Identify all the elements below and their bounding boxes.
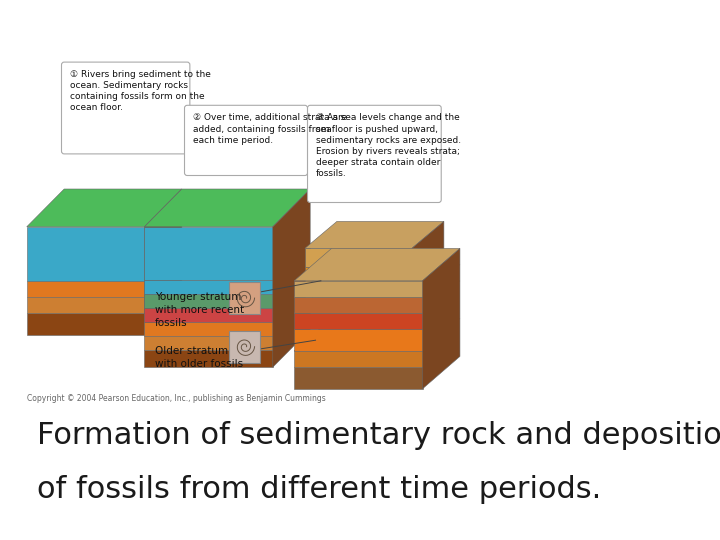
Polygon shape: [294, 313, 423, 329]
Text: ① Rivers bring sediment to the
ocean. Sedimentary rocks
containing fossils form : ① Rivers bring sediment to the ocean. Se…: [70, 70, 210, 112]
Polygon shape: [27, 281, 145, 297]
Polygon shape: [412, 221, 444, 302]
Polygon shape: [27, 313, 145, 335]
Polygon shape: [145, 189, 310, 227]
Polygon shape: [305, 289, 412, 302]
Text: Younger stratum
with more recent
fossils: Younger stratum with more recent fossils: [155, 292, 244, 328]
Polygon shape: [294, 297, 423, 313]
Text: ② Over time, additional strata are
added, containing fossils from
each time peri: ② Over time, additional strata are added…: [192, 113, 346, 145]
Polygon shape: [27, 227, 145, 281]
Polygon shape: [294, 351, 423, 367]
Polygon shape: [305, 267, 412, 289]
Text: ③ As sea levels change and the
seafloor is pushed upward,
sedimentary rocks are : ③ As sea levels change and the seafloor …: [315, 113, 461, 178]
FancyBboxPatch shape: [307, 105, 441, 202]
Polygon shape: [423, 248, 460, 389]
Polygon shape: [294, 367, 423, 389]
FancyBboxPatch shape: [184, 105, 307, 176]
Polygon shape: [145, 227, 273, 280]
Text: Formation of sedimentary rock and deposition: Formation of sedimentary rock and deposi…: [37, 421, 720, 450]
Polygon shape: [145, 294, 273, 308]
Polygon shape: [145, 189, 182, 335]
Polygon shape: [294, 319, 460, 351]
FancyBboxPatch shape: [229, 331, 261, 363]
Polygon shape: [294, 265, 460, 297]
Polygon shape: [145, 308, 273, 322]
Polygon shape: [273, 189, 310, 367]
Text: of fossils from different time periods.: of fossils from different time periods.: [37, 475, 602, 504]
Polygon shape: [145, 350, 273, 367]
Text: Older stratum
with older fossils: Older stratum with older fossils: [155, 346, 243, 369]
Polygon shape: [305, 248, 412, 267]
Text: Copyright © 2004 Pearson Education, Inc., publishing as Benjamin Cummings: Copyright © 2004 Pearson Education, Inc.…: [27, 394, 325, 403]
FancyBboxPatch shape: [61, 62, 190, 154]
Polygon shape: [305, 221, 444, 248]
Polygon shape: [294, 281, 423, 297]
Polygon shape: [27, 189, 182, 227]
Polygon shape: [27, 297, 145, 313]
Polygon shape: [294, 329, 423, 351]
Polygon shape: [145, 280, 273, 294]
FancyBboxPatch shape: [229, 282, 261, 314]
Polygon shape: [294, 248, 460, 281]
Polygon shape: [145, 336, 273, 350]
Polygon shape: [294, 281, 460, 313]
Polygon shape: [145, 322, 273, 336]
